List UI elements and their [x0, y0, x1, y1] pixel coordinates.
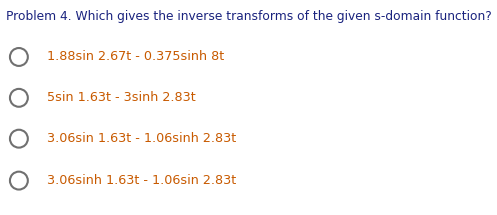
Text: Problem 4. Which gives the inverse transforms of the given s-domain function?: Problem 4. Which gives the inverse trans…	[6, 10, 492, 23]
Text: 1.88sin 2.67t - 0.375sinh 8t: 1.88sin 2.67t - 0.375sinh 8t	[47, 51, 225, 63]
Text: 5sin 1.63t - 3sinh 2.83t: 5sin 1.63t - 3sinh 2.83t	[47, 91, 196, 104]
Text: 3.06sinh 1.63t - 1.06sin 2.83t: 3.06sinh 1.63t - 1.06sin 2.83t	[47, 174, 237, 187]
Text: 3.06sin 1.63t - 1.06sinh 2.83t: 3.06sin 1.63t - 1.06sinh 2.83t	[47, 132, 237, 145]
